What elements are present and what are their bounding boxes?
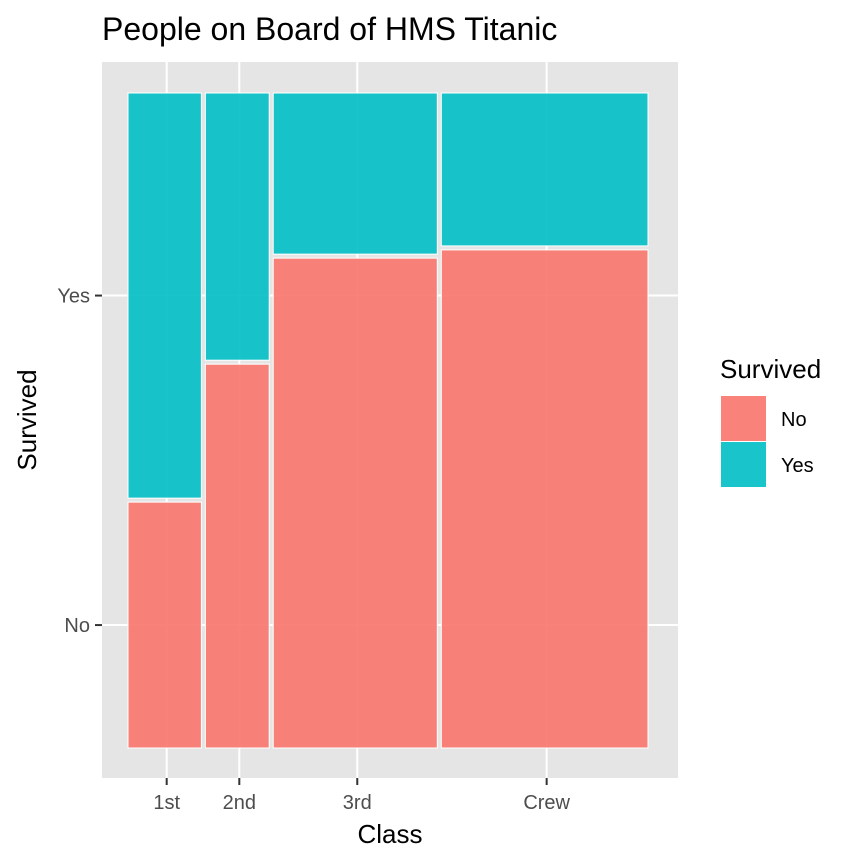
tile-1st-yes: [127, 92, 202, 499]
y-tick-label-yes: Yes: [57, 286, 90, 308]
tile-crew-yes: [440, 92, 649, 247]
legend-label-no: No: [781, 409, 807, 431]
mosaic-tiles: [127, 92, 649, 749]
legend-key-no: [721, 396, 766, 441]
tile-2nd-no: [204, 363, 270, 749]
x-tick-label-1st: 1st: [153, 792, 180, 814]
legend-key-yes: [721, 442, 766, 487]
axis-ticks: 1st 2nd 3rd Crew No Yes: [57, 286, 570, 814]
x-tick-label-crew: Crew: [523, 792, 570, 814]
tile-2nd-yes: [204, 92, 270, 361]
x-tick-label-2nd: 2nd: [223, 792, 256, 814]
legend-label-yes: Yes: [781, 455, 814, 477]
y-tick-label-no: No: [64, 615, 90, 637]
tile-1st-no: [127, 501, 202, 749]
y-axis-title: Survived: [12, 369, 42, 470]
legend: Survived No Yes: [720, 354, 821, 487]
tile-3rd-yes: [272, 92, 438, 255]
chart-title: People on Board of HMS Titanic: [102, 11, 557, 47]
x-tick-label-3rd: 3rd: [343, 792, 372, 814]
tile-3rd-no: [272, 257, 438, 749]
tile-crew-no: [440, 249, 649, 749]
x-axis-title: Class: [357, 819, 422, 849]
legend-title: Survived: [720, 354, 821, 384]
legend-keys: No Yes: [721, 396, 814, 487]
